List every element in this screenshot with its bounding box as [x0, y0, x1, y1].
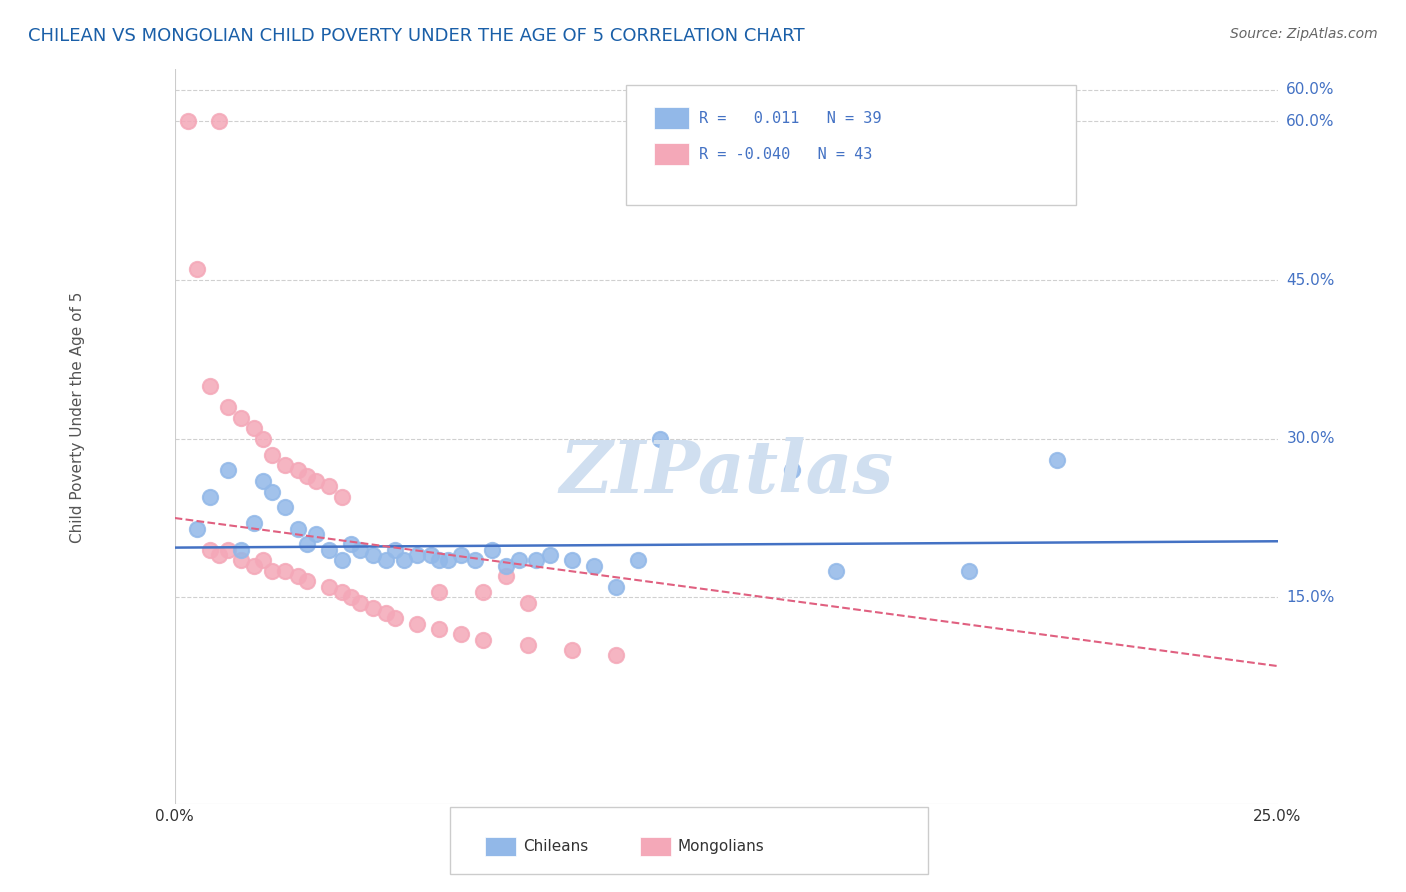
Text: Child Poverty Under the Age of 5: Child Poverty Under the Age of 5 [70, 292, 86, 543]
Point [427, 553, 450, 567]
Point [516, 596, 538, 610]
Point [464, 553, 486, 567]
Text: 60.0%: 60.0% [1286, 82, 1334, 97]
Point [243, 558, 266, 573]
Point [384, 611, 406, 625]
Point [340, 591, 363, 605]
Point [208, 114, 231, 128]
Text: R =   0.011   N = 39: R = 0.011 N = 39 [699, 112, 882, 126]
Point [495, 569, 517, 583]
Point [472, 632, 495, 647]
Text: 0.0%: 0.0% [155, 809, 194, 824]
Point [198, 542, 221, 557]
Point [406, 616, 429, 631]
Point [243, 421, 266, 435]
Point [260, 484, 283, 499]
Point [406, 548, 429, 562]
Point [260, 564, 283, 578]
Point [217, 463, 239, 477]
Point [516, 638, 538, 652]
Point [582, 558, 605, 573]
Point [287, 569, 309, 583]
Point [384, 542, 406, 557]
Point [427, 585, 450, 599]
Point [375, 606, 398, 620]
Point [361, 600, 384, 615]
Text: Source: ZipAtlas.com: Source: ZipAtlas.com [1230, 27, 1378, 41]
Point [287, 463, 309, 477]
Text: CHILEAN VS MONGOLIAN CHILD POVERTY UNDER THE AGE OF 5 CORRELATION CHART: CHILEAN VS MONGOLIAN CHILD POVERTY UNDER… [28, 27, 804, 45]
Point [198, 490, 221, 504]
Point [260, 448, 283, 462]
Text: 15.0%: 15.0% [1286, 590, 1334, 605]
Point [419, 548, 441, 562]
Point [318, 542, 340, 557]
Point [605, 648, 627, 663]
Text: 45.0%: 45.0% [1286, 273, 1334, 287]
Point [252, 474, 274, 488]
Point [375, 553, 398, 567]
Point [287, 522, 309, 536]
Point [208, 548, 231, 562]
Point [295, 574, 318, 589]
Point [605, 580, 627, 594]
Point [330, 490, 353, 504]
Point [217, 542, 239, 557]
Text: Chileans: Chileans [523, 839, 588, 854]
Point [508, 553, 530, 567]
Point [450, 627, 472, 641]
Point [627, 553, 650, 567]
Point [229, 553, 252, 567]
Point [318, 580, 340, 594]
Point [330, 585, 353, 599]
Point [217, 400, 239, 414]
Point [349, 596, 371, 610]
Point [1046, 452, 1069, 467]
Point [318, 479, 340, 493]
Point [295, 468, 318, 483]
Point [305, 474, 328, 488]
Point [274, 564, 297, 578]
Text: R = -0.040   N = 43: R = -0.040 N = 43 [699, 147, 872, 161]
Text: 25.0%: 25.0% [1253, 809, 1302, 824]
Point [340, 537, 363, 551]
Text: 30.0%: 30.0% [1286, 431, 1334, 446]
Point [392, 553, 415, 567]
Point [229, 542, 252, 557]
Point [243, 516, 266, 531]
Point [561, 643, 583, 657]
Text: ZIPatlas: ZIPatlas [560, 437, 893, 508]
Point [177, 114, 200, 128]
Point [450, 548, 472, 562]
Point [561, 553, 583, 567]
Point [427, 622, 450, 636]
Point [957, 564, 980, 578]
Point [274, 458, 297, 472]
Point [349, 542, 371, 557]
Point [252, 553, 274, 567]
Point [361, 548, 384, 562]
Point [295, 537, 318, 551]
Point [229, 410, 252, 425]
Point [825, 564, 848, 578]
Point [481, 542, 503, 557]
Point [780, 463, 803, 477]
Point [437, 553, 460, 567]
Point [538, 548, 561, 562]
Point [472, 585, 495, 599]
Point [330, 553, 353, 567]
Point [274, 500, 297, 515]
Point [198, 379, 221, 393]
Text: 60.0%: 60.0% [1286, 114, 1334, 129]
Point [524, 553, 547, 567]
Point [186, 522, 208, 536]
Point [186, 262, 208, 277]
Text: Mongolians: Mongolians [678, 839, 765, 854]
Point [495, 558, 517, 573]
Point [648, 432, 671, 446]
Point [252, 432, 274, 446]
Point [305, 526, 328, 541]
